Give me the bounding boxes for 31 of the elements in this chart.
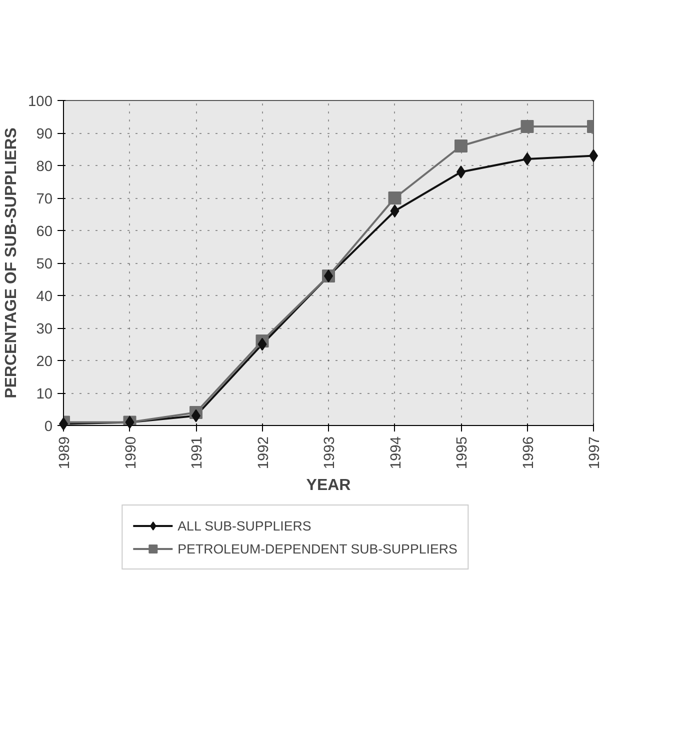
- x-tick-label: 1991: [190, 436, 206, 470]
- x-axis-title: YEAR: [306, 477, 352, 494]
- y-tick-label: 0: [44, 419, 53, 435]
- legend-label: ALL SUB-SUPPLIERS: [178, 518, 312, 533]
- legend-label: PETROLEUM-DEPENDENT SUB-SUPPLIERS: [178, 541, 458, 556]
- point: [454, 140, 468, 152]
- point: [390, 204, 400, 218]
- x-tick-label: 1994: [388, 436, 404, 470]
- x-tick-label: 1993: [322, 436, 338, 470]
- y-tick-label: 20: [36, 354, 53, 370]
- y-tick-label: 10: [36, 386, 53, 402]
- point: [125, 416, 134, 429]
- x-tick-label: 1992: [256, 436, 272, 470]
- x-tick-label: 1990: [123, 436, 140, 470]
- y-tick-label: 30: [36, 322, 53, 338]
- y-tick-label: 40: [36, 289, 53, 305]
- y-tick-label: 100: [28, 94, 53, 110]
- point: [258, 338, 267, 351]
- y-tick-label: 70: [36, 192, 53, 208]
- y-tick-label: 80: [36, 159, 53, 175]
- point: [388, 192, 402, 204]
- x-tick-label: 1996: [520, 436, 537, 470]
- x-tick-label: 1997: [587, 436, 603, 470]
- y-tick-label: 90: [36, 126, 53, 142]
- y-axis-title: PERCENTAGE OF SUB-SUPPLIERS: [3, 127, 20, 398]
- x-tick-label: 1989: [57, 436, 73, 470]
- point: [522, 152, 532, 166]
- point: [520, 120, 534, 133]
- y-tick-label: 50: [36, 256, 53, 272]
- x-tick-label: 1995: [454, 436, 470, 470]
- y-tick-label: 60: [36, 224, 53, 240]
